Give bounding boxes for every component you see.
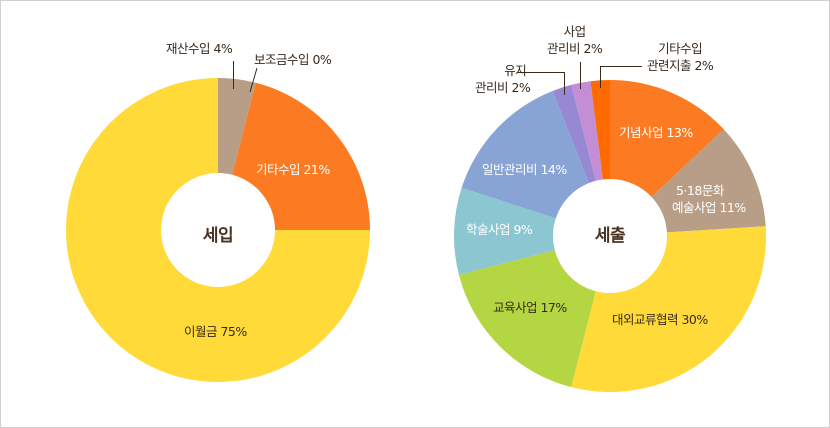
label-maintenance-line2: 관리비 2%: [475, 80, 531, 95]
label-culture-arts-line1: 5·18문화: [676, 183, 724, 198]
slice-일반관리비: [461, 90, 590, 219]
label-academic: 학술사업 9%: [466, 222, 533, 237]
slice-대외교류협력: [571, 226, 767, 392]
label-other-expense: 기타수입 관련지출 2%: [647, 40, 714, 74]
label-culture-arts: 5·18문화 예술사업 11%: [672, 182, 746, 216]
label-other-income: 기타수입 21%: [256, 162, 330, 177]
label-carryover: 이월금 75%: [184, 324, 247, 339]
slice-기타수입: [232, 82, 370, 230]
label-property-income: 재산수입 4%: [166, 41, 233, 56]
label-subsidy-income: 보조금수입 0%: [254, 52, 332, 67]
label-project-admin-line2: 관리비 2%: [547, 41, 603, 56]
slice-이월금: [66, 78, 370, 382]
slice-5·18문화 예술사업: [651, 129, 766, 233]
slice-유지 관리비: [552, 84, 596, 184]
label-memorial: 기념사업 13%: [619, 125, 693, 140]
slice-학술사업: [453, 187, 556, 275]
label-maintenance-line1: 유지: [504, 63, 527, 78]
label-culture-arts-line2: 예술사업 11%: [672, 200, 746, 215]
label-general-admin: 일반관리비 14%: [482, 162, 567, 177]
label-project-admin-line1: 사업: [563, 24, 587, 39]
leader-lines: [233, 61, 642, 95]
label-education: 교육사업 17%: [493, 300, 567, 315]
label-exchange: 대외교류협력 30%: [612, 312, 708, 327]
slice-교육사업: [458, 250, 596, 388]
leader-line-maintenance: [517, 72, 565, 95]
slice-기념사업: [610, 80, 724, 197]
income-center-title: 세입: [202, 226, 234, 246]
expense-donut: [453, 80, 767, 392]
expense-center-title: 세출: [594, 226, 626, 246]
label-project-admin: 사업 관리비 2%: [547, 23, 603, 57]
label-maintenance: 유지 관리비 2%: [475, 62, 531, 96]
label-other-expense-line1: 기타수입: [658, 41, 703, 56]
label-other-expense-line2: 관련지출 2%: [647, 58, 714, 73]
income-donut: [66, 78, 370, 382]
leader-line-other-expense: [600, 66, 642, 88]
slice-사업 관리비: [571, 81, 603, 181]
leader-line-subsidy: [249, 67, 258, 93]
slice-재산수입: [218, 78, 256, 175]
slice-기타수입 관련지출: [590, 80, 610, 180]
